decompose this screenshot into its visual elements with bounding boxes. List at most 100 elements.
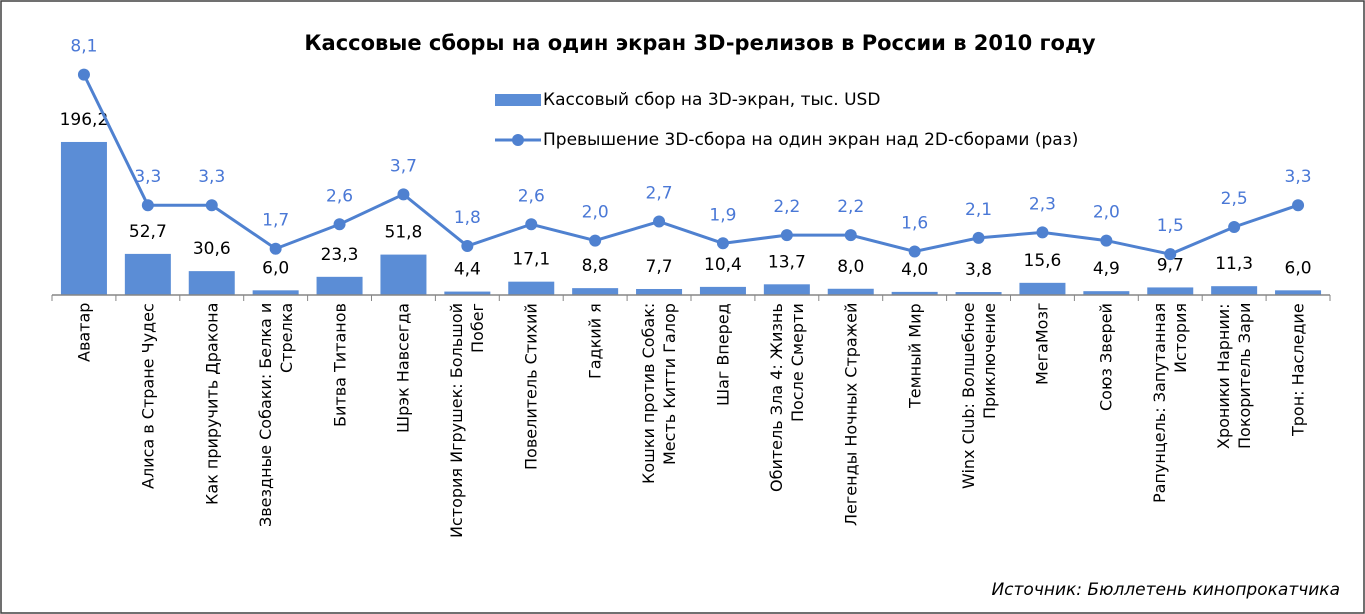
- bar: [827, 288, 874, 295]
- bar-value-label: 4,4: [454, 260, 481, 280]
- x-tick-label: Алиса в Стране Чудес: [138, 303, 158, 489]
- line-value-label: 1,9: [709, 205, 736, 225]
- line-value-label: 2,2: [837, 197, 864, 217]
- line-marker: [1228, 220, 1241, 233]
- x-tick-label: Шрэк Навсегда: [393, 303, 413, 433]
- line-marker: [908, 245, 921, 258]
- line-marker: [205, 199, 218, 212]
- bar: [1275, 290, 1322, 295]
- bar-value-label: 52,7: [129, 222, 167, 242]
- line-marker: [716, 237, 729, 250]
- legend-marker: [512, 134, 524, 146]
- x-tick-label: Битва Титанов: [330, 303, 350, 427]
- line-value-label: 2,2: [773, 197, 800, 217]
- x-tick-label: История Игрушек: Большой Побег: [447, 302, 488, 538]
- line-value-label: 8,1: [70, 37, 97, 57]
- bar-value-label: 11,3: [1215, 254, 1253, 274]
- line-marker: [141, 199, 154, 212]
- source: Источник: Бюллетень кинопрокатчика: [991, 580, 1340, 600]
- line-marker: [1292, 199, 1305, 212]
- x-tick-label: Рапунцель: Запутанная История: [1150, 303, 1191, 504]
- x-tick-label: Повелитель Стихий: [521, 303, 541, 470]
- x-tick-label: Кошки против Собак: Месть Китти Галор: [639, 303, 680, 485]
- x-tick-label: Звездные Собаки: Белка и Стрелка: [255, 303, 296, 528]
- line-value-label: 3,3: [1285, 167, 1312, 187]
- x-tick-label: Аватар: [74, 303, 94, 363]
- bar: [188, 271, 235, 295]
- chart-title: Кассовые сборы на один экран 3D-релизов …: [304, 31, 1096, 55]
- bar-value-label: 4,0: [901, 260, 928, 280]
- bar: [316, 276, 363, 295]
- line-value-label: 1,8: [454, 208, 481, 228]
- bar: [891, 291, 938, 295]
- bar: [1019, 282, 1066, 295]
- bar: [60, 141, 107, 295]
- legend-label: Превышение 3D-сбора на один экран над 2D…: [543, 130, 1078, 150]
- bar: [955, 292, 1002, 295]
- legend-swatch: [495, 94, 541, 106]
- bar-value-label: 9,7: [1157, 255, 1184, 275]
- line-value-label: 2,6: [518, 186, 545, 206]
- x-tick-label: Легенды Ночных Стражей: [841, 303, 861, 527]
- bar-value-label: 4,9: [1093, 259, 1120, 279]
- line-marker: [1164, 248, 1177, 261]
- bar: [1083, 291, 1130, 295]
- legend-label: Кассовый сбор на 3D-экран, тыс. USD: [543, 90, 880, 110]
- line-marker: [780, 229, 793, 242]
- bar-value-label: 30,6: [193, 239, 231, 259]
- bar: [699, 286, 746, 295]
- bar-value-label: 13,7: [768, 252, 806, 272]
- line-value-label: 3,3: [198, 167, 225, 187]
- line-marker: [844, 229, 857, 242]
- line-marker: [397, 188, 410, 201]
- bar-value-label: 23,3: [321, 245, 359, 265]
- bar-value-label: 15,6: [1024, 251, 1062, 271]
- line-value-label: 2,6: [326, 186, 353, 206]
- line-marker: [525, 218, 538, 231]
- bar: [636, 288, 683, 295]
- line-marker: [461, 240, 474, 253]
- bar-value-label: 10,4: [704, 255, 742, 275]
- bar-value-label: 8,8: [582, 256, 609, 276]
- x-tick-label: Шаг Вперед: [713, 303, 733, 406]
- bar-value-label: 6,0: [1285, 258, 1312, 278]
- line-marker: [589, 234, 602, 247]
- line-marker: [77, 68, 90, 81]
- bar-value-label: 7,7: [646, 257, 673, 277]
- bar-value-label: 6,0: [262, 258, 289, 278]
- line-marker: [269, 242, 282, 255]
- bar: [572, 288, 619, 295]
- line-value-label: 2,7: [646, 184, 673, 204]
- bar: [252, 290, 299, 295]
- bar: [508, 281, 555, 295]
- line-marker: [1100, 234, 1113, 247]
- x-tick-label: Хроники Нарнии: Покоритель Зари: [1214, 303, 1255, 450]
- bar-value-label: 51,8: [385, 223, 423, 243]
- x-tick-label: МегаМозг: [1032, 303, 1052, 386]
- x-tick-label: Как приручить Дракона: [202, 303, 222, 506]
- line-value-label: 2,3: [1029, 194, 1056, 214]
- line-value-label: 1,6: [901, 213, 928, 233]
- line-marker: [972, 231, 985, 244]
- bar: [380, 254, 427, 295]
- bar-value-label: 17,1: [512, 250, 550, 270]
- bar: [1211, 286, 1258, 295]
- line-value-label: 2,5: [1221, 189, 1248, 209]
- x-tick-label: Союз Зверей: [1096, 303, 1116, 411]
- line-value-label: 1,5: [1157, 216, 1184, 236]
- line-value-label: 2,0: [1093, 203, 1120, 223]
- line-value-label: 1,7: [262, 211, 289, 231]
- line: [82, 73, 1299, 256]
- bar: [763, 284, 810, 295]
- x-tick-label: Winx Club: Волшебное Приключение: [958, 303, 999, 490]
- x-tick-label: Темный Мир: [905, 303, 925, 408]
- bar-value-label: 8,0: [837, 257, 864, 277]
- line-value-label: 2,0: [582, 203, 609, 223]
- bar-value-label: 3,8: [965, 260, 992, 280]
- bar: [1147, 287, 1194, 295]
- line-marker: [653, 215, 666, 228]
- line-marker: [1036, 226, 1049, 239]
